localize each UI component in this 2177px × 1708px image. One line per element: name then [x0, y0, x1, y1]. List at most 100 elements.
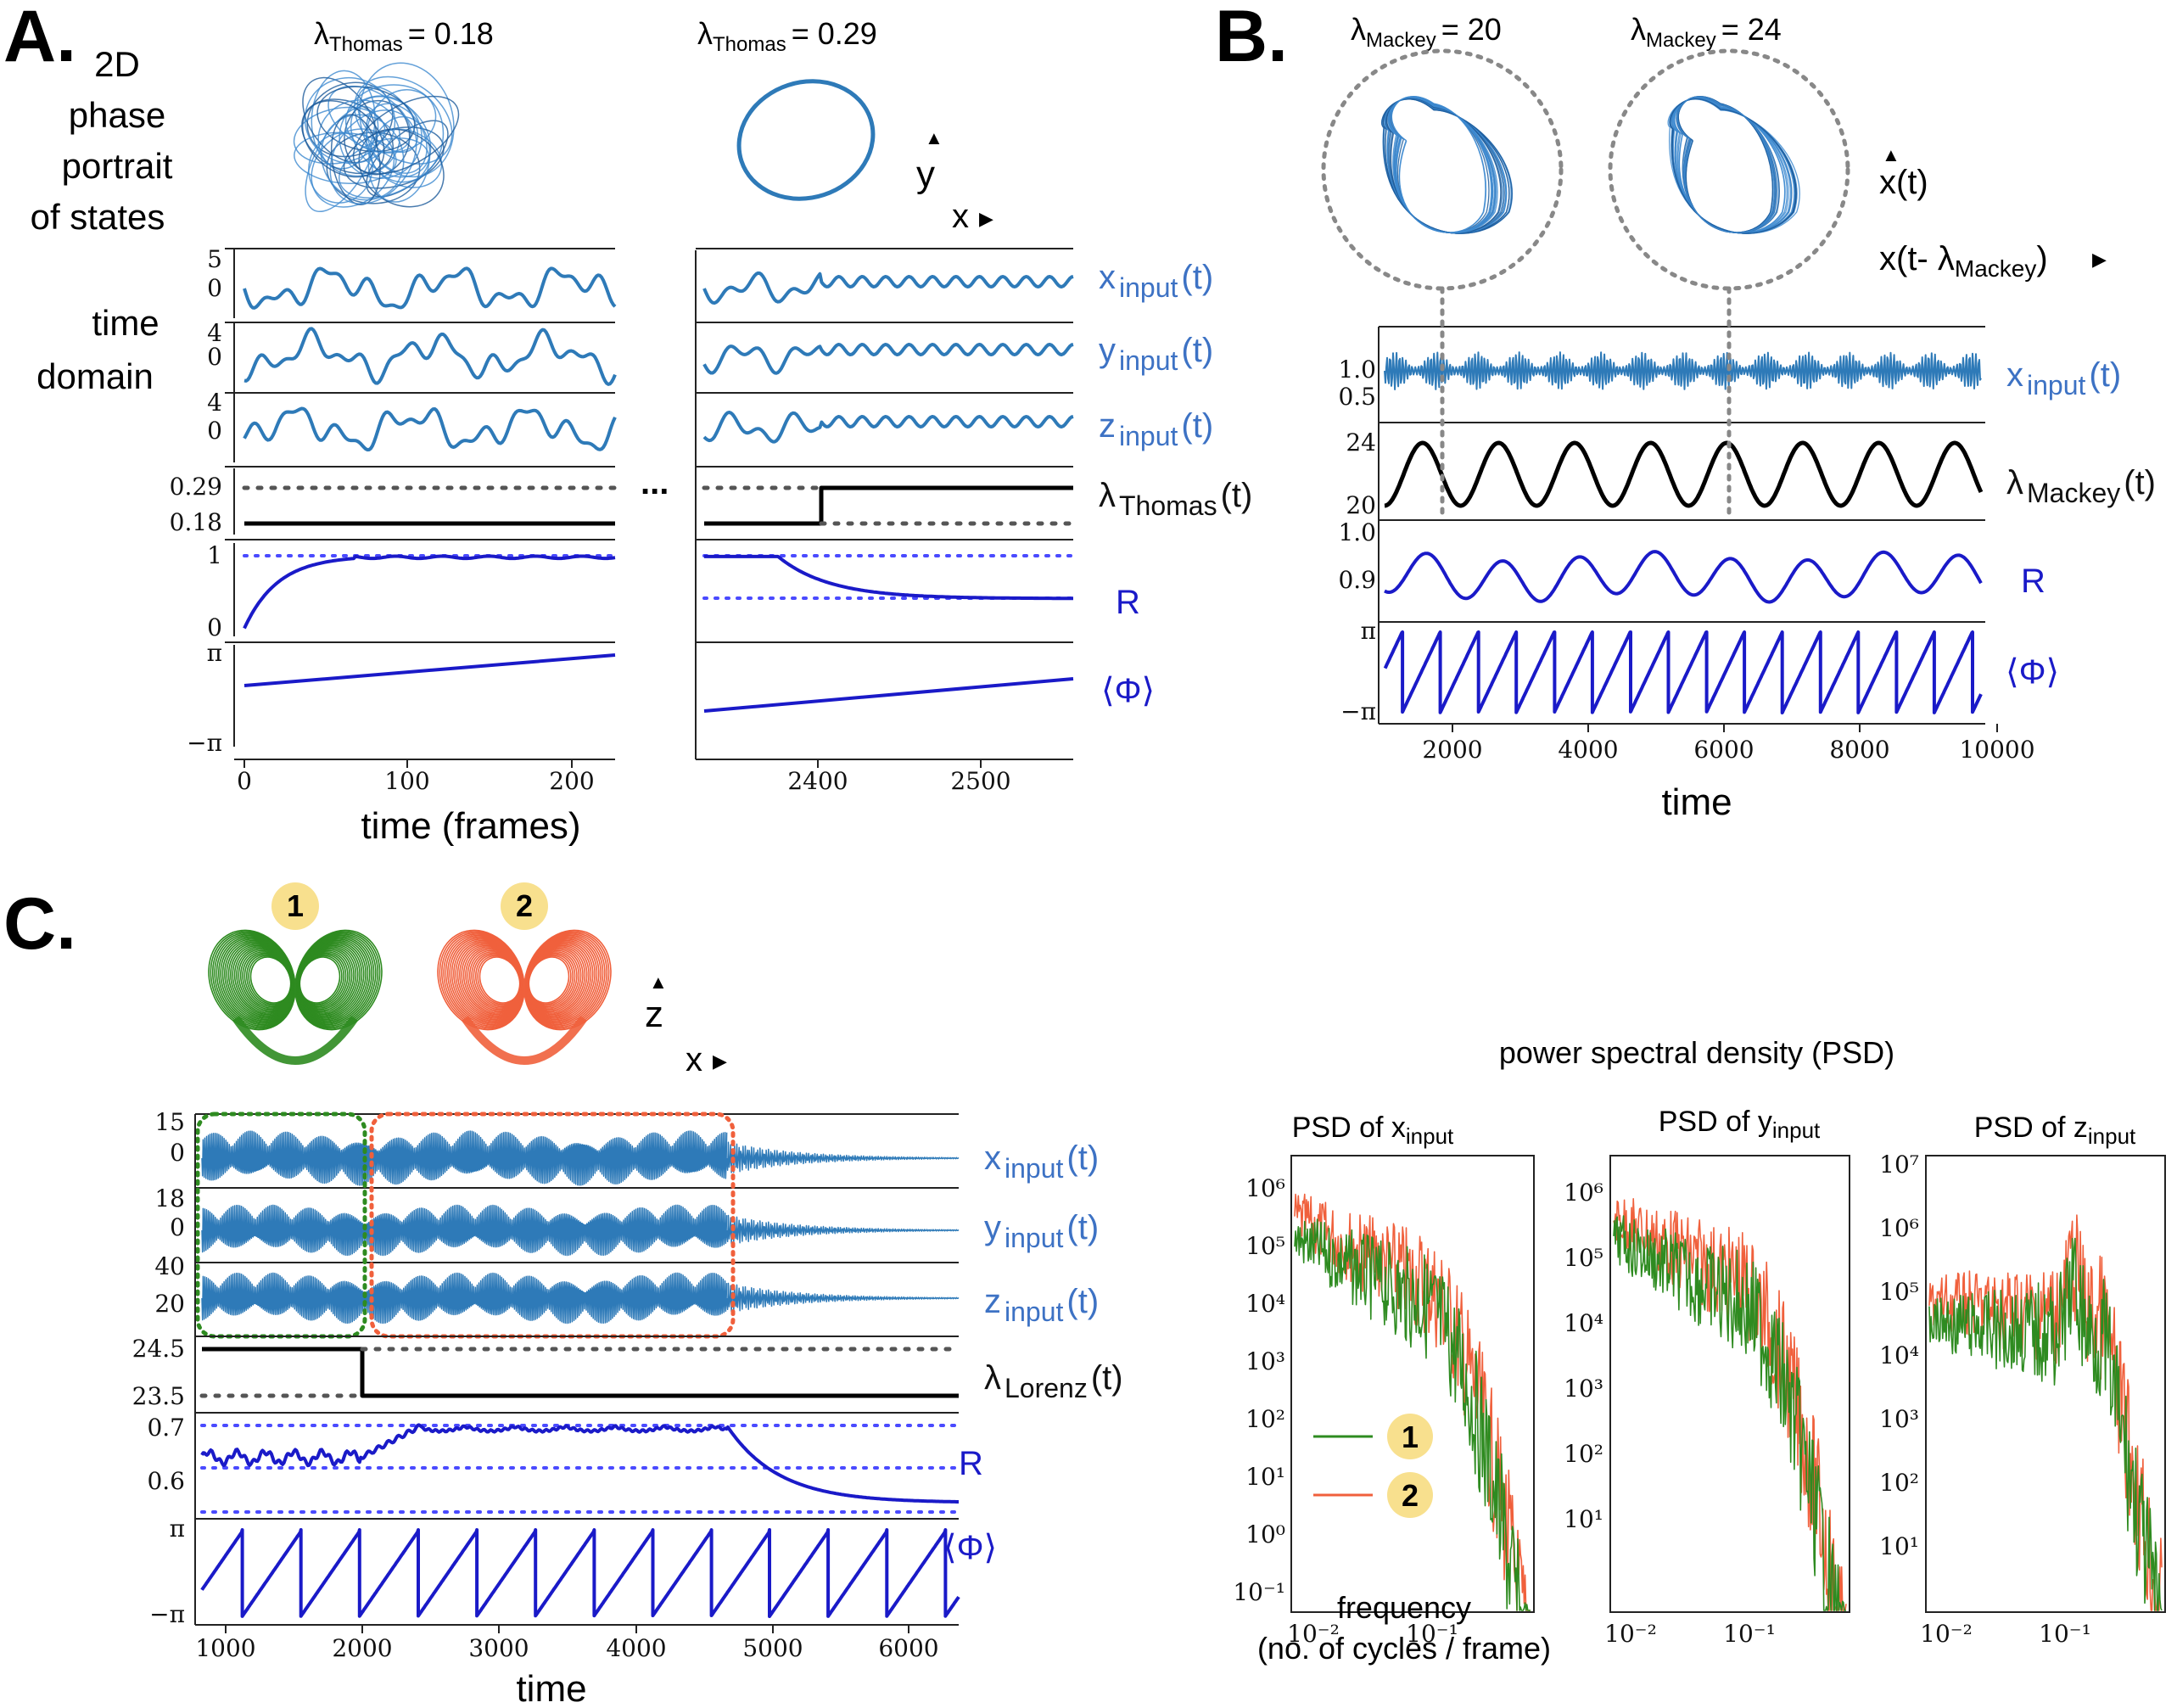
ytick-a-y-0: 0	[207, 343, 222, 371]
label-c-zinput: z input (t)	[984, 1283, 1099, 1327]
trace-a-z-right	[702, 411, 1074, 444]
xtick-a-200: 200	[549, 767, 594, 795]
trace-a-x-right	[702, 271, 1074, 305]
trace-c-r	[200, 1423, 960, 1504]
psd-z-xtick-0: 10⁻²	[1920, 1620, 1973, 1648]
label-a-phi: ⟨Φ⟩	[1101, 672, 1155, 709]
psd-plots	[1290, 1155, 2166, 1613]
trace-c-y-decay	[725, 1214, 960, 1245]
ytick-a-x-5: 5	[207, 245, 222, 273]
xtick-c-6000: 6000	[878, 1634, 938, 1662]
trace-c-lambda	[202, 1347, 959, 1398]
mackey-loop	[1677, 96, 1775, 233]
ytick-c-r-07: 0.7	[147, 1414, 185, 1442]
mackey-loop	[1669, 98, 1798, 234]
legend-badge-2	[1387, 1472, 1433, 1518]
mackey-loop	[1677, 96, 1774, 233]
psd-z-title: PSD of zinput	[1974, 1112, 2136, 1149]
psd-z-ytick-6: 10¹	[1879, 1532, 1919, 1560]
phase-label-2: phase	[69, 95, 165, 135]
psd-x-xtick-1: 10⁻¹	[1406, 1620, 1458, 1648]
mackey-loop	[1676, 96, 1779, 233]
ytick-c-r-06: 0.6	[147, 1467, 185, 1495]
ytick-b-lambda-24: 24	[1346, 428, 1376, 456]
psd-y-xtick-0: 10⁻²	[1604, 1620, 1657, 1648]
psd-z-xtick-1: 10⁻¹	[2039, 1620, 2091, 1648]
psd-y-ytick-0: 10⁶	[1564, 1179, 1603, 1207]
ytick-b-r-10: 1.0	[1338, 518, 1376, 546]
lambda-a-value-right	[704, 485, 1073, 526]
ytick-a-x-0: 0	[207, 274, 222, 302]
lambda-thomas-left: λThomas = 0.18	[314, 16, 494, 56]
psd-x-ytick-3: 10³	[1245, 1347, 1285, 1375]
psd-x-ytick-6: 10⁰	[1245, 1520, 1285, 1548]
legend-label-2: 2	[1402, 1478, 1419, 1513]
mackey-loop	[1669, 98, 1797, 234]
psd-z-series-2	[1928, 1214, 2163, 1611]
psd-x-xtick-0: 10⁻²	[1287, 1620, 1340, 1648]
label-b-xinput: x input (t)	[2006, 356, 2121, 400]
psd-xlabel-2: (no. of cycles / frame)	[1257, 1631, 1551, 1666]
thomas-loop	[366, 103, 428, 174]
label-c-yinput: y input (t)	[984, 1209, 1099, 1253]
panel-c-traces	[194, 1112, 961, 1633]
mackey-attractor-left	[1381, 96, 1514, 234]
b-y-axis-glyph: x(t)	[1879, 164, 1928, 201]
xtick-b-4000: 4000	[1558, 736, 1618, 764]
lorenz-wing-right	[294, 929, 383, 1031]
panel-b-traces	[1378, 286, 1998, 732]
thomas-loop	[304, 76, 396, 165]
ytick-b-phi-minus-pi: −π	[1340, 697, 1376, 725]
trace-c-x-active	[201, 1130, 728, 1186]
ytick-c-lambda-235: 23.5	[132, 1382, 185, 1410]
c-x-arrow-icon: ▶	[713, 1050, 727, 1072]
xtick-b-2000: 2000	[1422, 736, 1482, 764]
z-arrow-icon: ▲	[649, 972, 668, 993]
label-b-lambda: λ Mackey (t)	[2006, 464, 2156, 508]
xlabel-b: time	[1661, 781, 1732, 823]
label-a-lambda: λ Thomas (t)	[1099, 477, 1252, 521]
thomas-loop	[302, 76, 378, 164]
ytick-b-lambda-20: 20	[1346, 491, 1376, 519]
mackey-loop	[1676, 96, 1777, 233]
psd-y-frame	[1609, 1155, 1850, 1613]
thomas-loop	[329, 109, 417, 204]
thomas-loop	[320, 114, 405, 201]
thomas-limit-cycle-right	[736, 79, 876, 201]
label-c-xinput: x input (t)	[984, 1140, 1099, 1184]
psd-z-ytick-0: 10⁷	[1879, 1151, 1919, 1179]
psd-title: power spectral density (PSD)	[1499, 1035, 1894, 1070]
mackey-zoom-circle-left	[1321, 48, 1564, 291]
thomas-loop	[344, 84, 437, 154]
psd-z-ytick-4: 10³	[1879, 1405, 1919, 1433]
c-z-axis-glyph: z	[645, 994, 663, 1035]
mackey-loop	[1677, 96, 1776, 233]
panel-b: B. λMackey = 20 λMackey = 24 ▲ x(t) x(t- λ…	[1215, 0, 2156, 823]
label-a-yinput: y input (t)	[1099, 332, 1213, 376]
xt-arrow-icon: ▲	[1882, 144, 1900, 165]
mackey-loop	[1391, 96, 1486, 233]
ytick-c-x-0: 0	[170, 1139, 185, 1167]
panel-letter-b: B.	[1215, 0, 1288, 77]
r-a-trace-left	[243, 554, 616, 630]
mackey-loop	[1389, 97, 1494, 233]
lambda-mackey-left: λMackey = 20	[1351, 12, 1502, 52]
psd-y-title: PSD of yinput	[1659, 1106, 1821, 1143]
legend-badge-1	[1387, 1414, 1433, 1459]
psd-x-ytick-1: 10⁵	[1245, 1232, 1285, 1260]
trace-a-y-left	[243, 327, 617, 386]
psd-z-ytick-3: 10⁴	[1879, 1341, 1919, 1369]
lorenz-wing-right	[523, 929, 612, 1031]
mackey-attractor-right	[1667, 96, 1800, 234]
mackey-loop	[1389, 96, 1493, 233]
psd-x-title: PSD of xinput	[1292, 1112, 1454, 1149]
badge-2-label: 2	[516, 888, 533, 923]
b-x-axis-glyph: x(t- λMackey)	[1879, 240, 2048, 282]
x-axis-glyph: x	[952, 198, 969, 235]
panel-a: A. 2D phase portrait of states time doma…	[3, 0, 1252, 847]
thomas-attractor-left	[293, 62, 460, 213]
trace-a-z-left	[243, 406, 617, 452]
trace-c-z-decay	[725, 1282, 960, 1313]
mackey-loop	[1388, 97, 1497, 233]
